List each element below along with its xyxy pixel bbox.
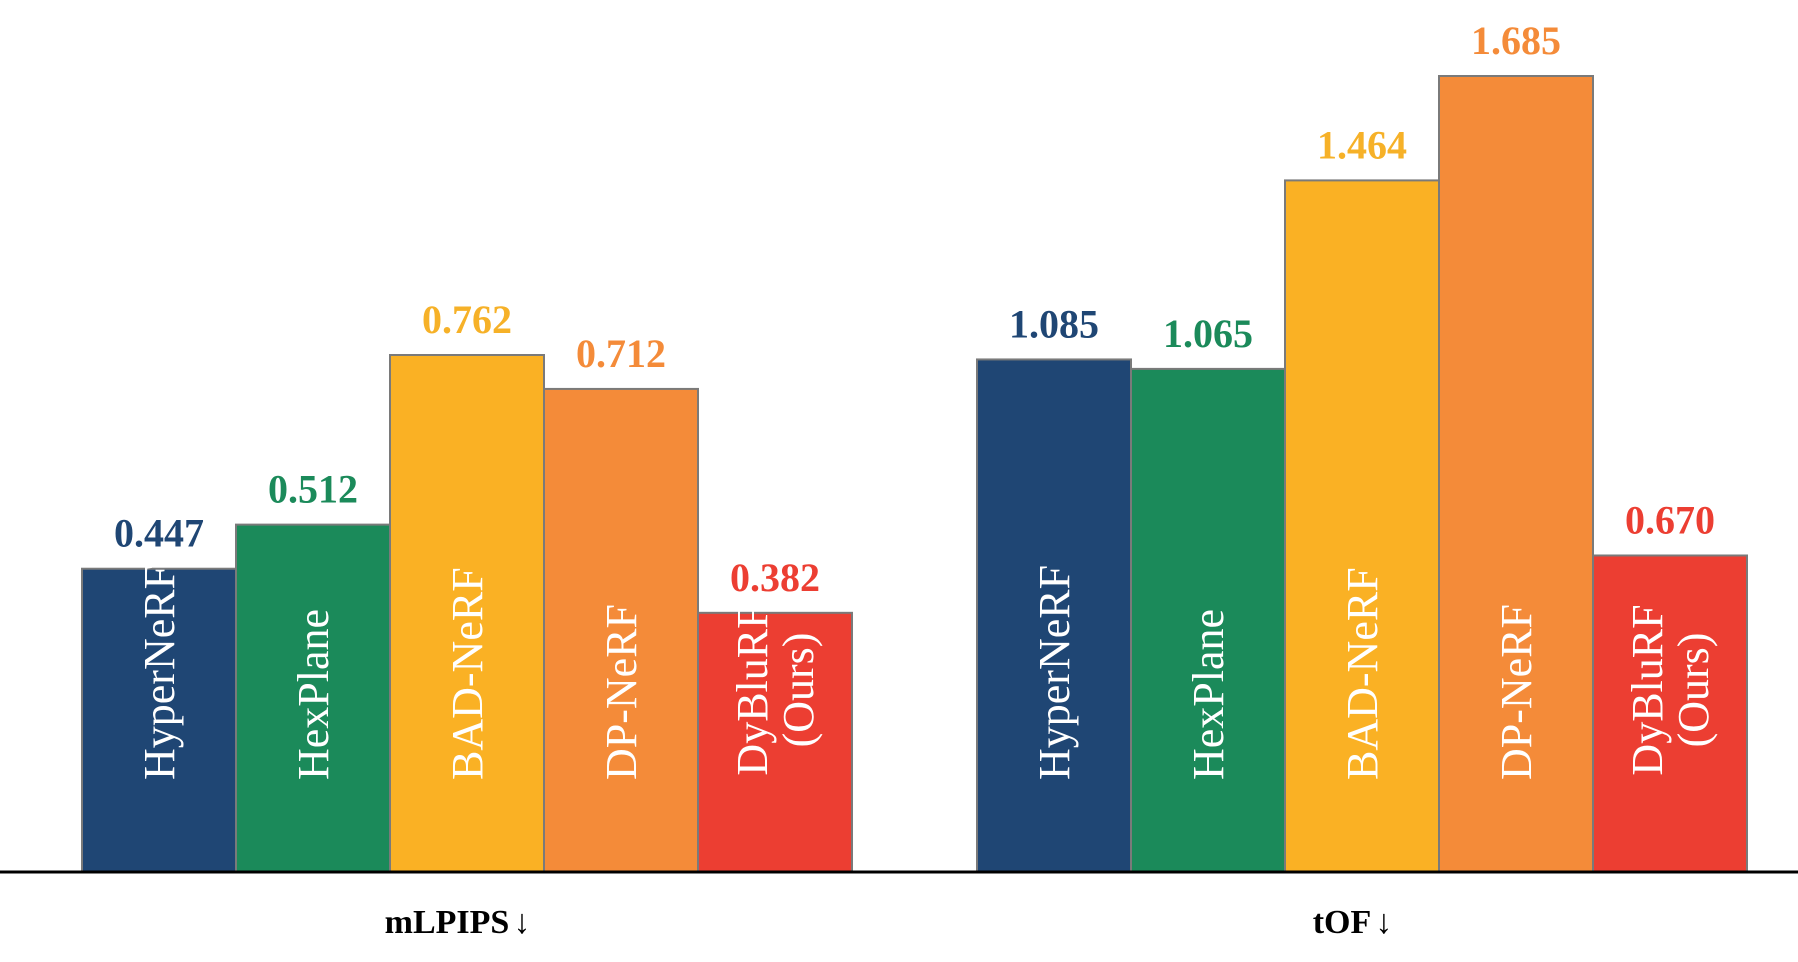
bar-mlpips-dp-nerf — [543, 387, 699, 873]
down-arrow-icon: ↓ — [513, 904, 530, 941]
bar-name-tof-hypernerf: HyperNeRF — [1030, 565, 1079, 780]
bar-tof-hexplane — [1130, 367, 1286, 873]
bar-name-mlpips-hypernerf: HyperNeRF — [135, 565, 184, 780]
bar-name-tof-dp-nerf: DP-NeRF — [1492, 604, 1541, 780]
value-label-mlpips-dp-nerf: 0.712 — [576, 331, 666, 376]
value-label-mlpips-dyblurf-ours: 0.382 — [730, 555, 820, 600]
group-label-mlpips: mLPIPS — [385, 904, 510, 941]
bar-name-mlpips-bad-nerf: BAD-NeRF — [443, 567, 492, 780]
group-tof: 1.085 HyperNeRF 1.065 HexPlane 1.464 BAD-NeRF… — [976, 18, 1748, 941]
bar-mlpips-bad-nerf — [389, 354, 545, 873]
value-label-mlpips-bad-nerf: 0.762 — [422, 297, 512, 342]
bar-name-mlpips-dyblurf-ours: DyBluRF(Ours) — [728, 604, 823, 775]
bar-name-mlpips-dp-nerf: DP-NeRF — [597, 604, 646, 780]
bar-tof-bad-nerf — [1284, 179, 1440, 873]
bar-name-tof-dyblurf-ours: DyBluRF(Ours) — [1623, 604, 1718, 775]
bar-name-tof-bad-nerf: BAD-NeRF — [1338, 567, 1387, 780]
down-arrow-icon: ↓ — [1375, 904, 1392, 941]
bar-name-mlpips-hexplane: HexPlane — [289, 609, 338, 780]
bar-mlpips-hexplane — [235, 523, 391, 874]
bar-mlpips-hypernerf — [81, 567, 237, 873]
value-label-mlpips-hypernerf: 0.447 — [114, 511, 204, 556]
bar-tof-dyblurf-ours — [1592, 554, 1748, 873]
value-label-tof-dyblurf-ours: 0.670 — [1625, 497, 1715, 542]
value-label-tof-bad-nerf: 1.464 — [1317, 122, 1407, 167]
bar-name-tof-hexplane: HexPlane — [1184, 609, 1233, 780]
bar-mlpips-dyblurf-ours — [697, 611, 853, 873]
value-label-mlpips-hexplane: 0.512 — [268, 467, 358, 512]
bar-tof-hypernerf — [976, 358, 1132, 873]
group-label-tof: tOF — [1313, 904, 1372, 941]
value-label-tof-hypernerf: 1.085 — [1009, 301, 1099, 346]
value-label-tof-dp-nerf: 1.685 — [1471, 18, 1561, 63]
value-label-tof-hexplane: 1.065 — [1163, 311, 1253, 356]
group-mlpips: 0.447 HyperNeRF 0.512 HexPlane 0.762 BAD-NeRF… — [81, 297, 853, 941]
